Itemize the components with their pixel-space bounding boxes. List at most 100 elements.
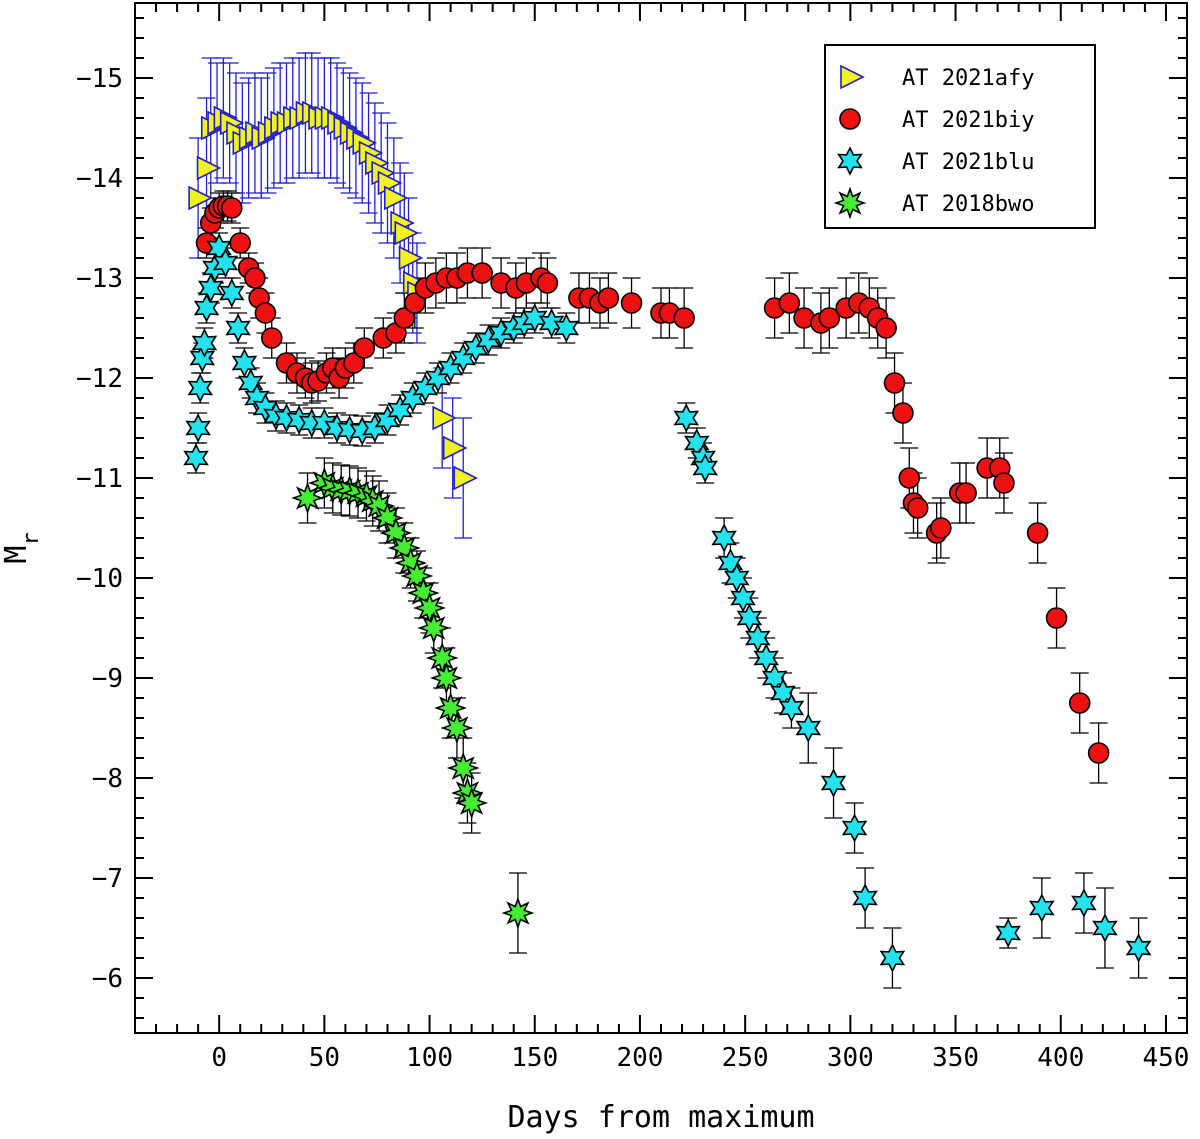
axis-ticks: 0 50 100 150 200 250 300 350 400 450 −15 −14 −13 −12 −… bbox=[76, 3, 1189, 1073]
data-point bbox=[393, 307, 416, 329]
data-point bbox=[188, 185, 213, 211]
data-point bbox=[1092, 913, 1118, 943]
y-axis-title: Mr bbox=[0, 532, 44, 563]
x-axis-title: Days from maximum bbox=[507, 1100, 814, 1135]
legend-label: AT 2018bwo bbox=[902, 192, 1034, 217]
legend-label: AT 2021biy bbox=[902, 108, 1034, 133]
data-point bbox=[218, 278, 245, 308]
x-tick-label: 0 bbox=[211, 1043, 227, 1073]
data-point bbox=[394, 220, 420, 246]
data-point bbox=[434, 691, 467, 725]
data-point bbox=[446, 751, 480, 785]
data-point bbox=[538, 308, 565, 338]
errorbars-2 bbox=[187, 232, 1148, 989]
y-tick-label: −7 bbox=[92, 864, 123, 894]
data-point bbox=[820, 768, 847, 798]
data-point bbox=[852, 883, 878, 913]
data-point bbox=[417, 611, 451, 645]
x-tick-label: 400 bbox=[1037, 1043, 1084, 1073]
y-tick-label: −13 bbox=[76, 264, 123, 294]
data-point bbox=[711, 523, 737, 553]
y-tick-label: −14 bbox=[76, 164, 123, 194]
data-point bbox=[453, 465, 479, 491]
legend-marker bbox=[839, 108, 861, 130]
data-point bbox=[471, 262, 493, 284]
y-tick-label: −15 bbox=[76, 64, 123, 94]
data-point bbox=[597, 287, 620, 309]
data-point bbox=[692, 453, 718, 483]
y-axis-title-main: M bbox=[0, 546, 34, 564]
data-point bbox=[879, 943, 906, 973]
data-point bbox=[818, 307, 841, 329]
y-axis-title-sub: r bbox=[19, 532, 44, 545]
data-point bbox=[898, 467, 921, 489]
data-point bbox=[432, 405, 457, 431]
data-point bbox=[442, 435, 468, 461]
data-point bbox=[1068, 692, 1091, 714]
legend-marker bbox=[837, 146, 863, 176]
data-point bbox=[875, 317, 897, 339]
data-point bbox=[212, 248, 239, 278]
data-point bbox=[553, 313, 580, 343]
series-0 bbox=[188, 100, 479, 491]
data-point bbox=[892, 402, 914, 424]
data-point bbox=[1029, 893, 1055, 923]
data-point bbox=[1071, 888, 1097, 918]
y-tick-label: −6 bbox=[92, 964, 123, 994]
data-point bbox=[778, 292, 801, 314]
data-point bbox=[906, 497, 929, 519]
data-point bbox=[220, 197, 243, 219]
data-point bbox=[883, 372, 906, 394]
data-point bbox=[189, 343, 216, 373]
data-point bbox=[343, 352, 365, 374]
data-point bbox=[260, 327, 283, 349]
data-point bbox=[1045, 607, 1068, 629]
series-3 bbox=[291, 466, 535, 930]
y-tick-label: −8 bbox=[92, 764, 123, 794]
data-point bbox=[398, 245, 424, 271]
data-point bbox=[455, 786, 489, 820]
data-points bbox=[183, 52, 1152, 989]
data-point bbox=[183, 443, 209, 473]
data-point bbox=[841, 813, 868, 843]
legend-label: AT 2021afy bbox=[902, 66, 1034, 91]
data-point bbox=[673, 403, 700, 433]
y-tick-label: −12 bbox=[76, 364, 123, 394]
data-point bbox=[229, 232, 251, 254]
data-point bbox=[193, 293, 220, 323]
data-point bbox=[185, 413, 211, 443]
y-tick-label: −11 bbox=[76, 464, 123, 494]
data-point bbox=[353, 337, 376, 359]
x-tick-label: 100 bbox=[406, 1043, 453, 1073]
legend: AT 2021afy AT 2021biy AT 2021blu AT 2018bwo bbox=[824, 44, 1096, 229]
data-point bbox=[930, 517, 952, 539]
data-point bbox=[254, 302, 277, 324]
data-point bbox=[1125, 933, 1152, 963]
data-point bbox=[225, 313, 251, 343]
data-point bbox=[955, 482, 977, 504]
x-tick-label: 50 bbox=[309, 1043, 340, 1073]
data-point bbox=[425, 641, 459, 675]
data-point bbox=[673, 307, 695, 329]
data-point bbox=[191, 328, 218, 358]
data-point bbox=[1026, 522, 1049, 544]
data-point bbox=[244, 267, 266, 289]
data-point bbox=[196, 155, 222, 181]
data-point bbox=[620, 292, 643, 314]
data-point bbox=[440, 711, 474, 745]
x-tick-label: 350 bbox=[932, 1043, 979, 1073]
data-point bbox=[521, 303, 548, 333]
legend-marker bbox=[840, 64, 865, 90]
svg-text:Mr: Mr bbox=[0, 532, 44, 563]
data-point bbox=[795, 713, 822, 743]
data-point bbox=[404, 292, 426, 314]
data-point bbox=[778, 693, 805, 723]
legend-marker bbox=[833, 186, 867, 220]
errorbars-3 bbox=[298, 457, 527, 954]
x-tick-label: 200 bbox=[616, 1043, 663, 1073]
x-tick-label: 150 bbox=[511, 1043, 558, 1073]
y-tick-label: −9 bbox=[92, 664, 123, 694]
data-point bbox=[383, 185, 409, 211]
data-point bbox=[995, 918, 1021, 948]
